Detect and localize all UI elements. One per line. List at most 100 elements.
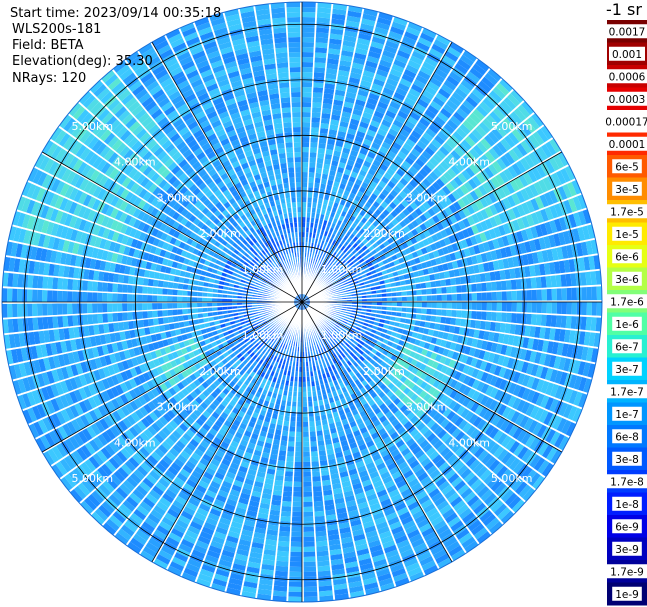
- beta-cell: [280, 510, 292, 517]
- beta-cell: [596, 286, 602, 301]
- beta-cell: [345, 366, 352, 373]
- beta-cell: [389, 466, 400, 476]
- beta-cell: [306, 212, 311, 218]
- beta-cell: [447, 472, 460, 484]
- beta-cell: [435, 524, 450, 535]
- beta-cell: [360, 164, 370, 173]
- beta-cell: [546, 302, 552, 314]
- beta-cell: [453, 500, 466, 512]
- beta-cell: [520, 432, 532, 445]
- beta-cell: [290, 541, 302, 547]
- beta-cell: [503, 471, 516, 485]
- beta-cell: [351, 62, 364, 70]
- beta-cell: [338, 283, 344, 288]
- beta-cell: [371, 142, 381, 151]
- beta-cell: [465, 356, 474, 366]
- beta-cell: [335, 268, 341, 274]
- beta-cell: [388, 128, 399, 137]
- beta-cell: [391, 21, 406, 31]
- beta-cell: [446, 309, 452, 317]
- beta-cell: [508, 496, 522, 510]
- beta-cell: [317, 7, 331, 14]
- beta-cell: [416, 346, 424, 355]
- beta-cell: [476, 531, 491, 544]
- beta-cell: [506, 408, 516, 421]
- beta-cell: [360, 79, 372, 88]
- beta-cell: [409, 258, 416, 266]
- beta-cell: [535, 379, 545, 392]
- beta-cell: [312, 476, 321, 482]
- beta-cell: [417, 70, 431, 81]
- beta-cell: [489, 90, 503, 103]
- beta-cell: [534, 196, 545, 210]
- beta-cell: [282, 491, 293, 497]
- beta-cell: [404, 195, 413, 205]
- beta-cell: [511, 193, 521, 206]
- beta-cell: [316, 430, 324, 437]
- beta-cell: [409, 179, 418, 189]
- beta-cell: [496, 141, 508, 154]
- beta-cell: [353, 413, 362, 421]
- beta-cell: [502, 117, 515, 131]
- beta-cell: [373, 344, 380, 351]
- beta-cell: [471, 224, 479, 235]
- beta-cell: [303, 536, 315, 542]
- beta-cell: [368, 265, 375, 272]
- beta-cell: [561, 288, 567, 301]
- beta-cell: [407, 501, 420, 511]
- beta-cell: [559, 329, 566, 342]
- beta-cell: [419, 380, 428, 390]
- beta-cell: [416, 435, 426, 446]
- beta-cell: [352, 108, 363, 117]
- beta-cell: [430, 436, 440, 447]
- beta-cell: [330, 114, 341, 121]
- beta-cell: [489, 387, 499, 399]
- beta-cell: [427, 358, 435, 368]
- beta-cell: [339, 232, 346, 239]
- beta-cell: [496, 157, 507, 171]
- beta-cell: [402, 173, 412, 183]
- beta-cell: [302, 107, 311, 113]
- beta-cell: [387, 402, 396, 411]
- beta-cell: [453, 222, 462, 232]
- beta-cell: [446, 168, 457, 179]
- beta-cell: [485, 341, 493, 352]
- beta-cell: [508, 382, 517, 395]
- beta-cell: [533, 457, 546, 471]
- beta-cell: [529, 265, 536, 277]
- beta-cell: [398, 392, 407, 401]
- beta-cell: [327, 343, 332, 350]
- beta-cell: [292, 496, 302, 502]
- beta-cell: [393, 422, 403, 431]
- beta-cell: [365, 376, 373, 384]
- beta-cell: [343, 241, 349, 248]
- beta-cell: [550, 449, 562, 464]
- beta-cell: [497, 355, 505, 366]
- beta-cell: [303, 546, 316, 552]
- beta-cell: [514, 324, 521, 336]
- beta-cell: [312, 192, 319, 199]
- beta-cell: [446, 75, 460, 87]
- beta-cell: [351, 374, 358, 382]
- beta-cell: [440, 316, 447, 324]
- beta-cell: [494, 270, 501, 281]
- beta-cell: [439, 160, 450, 171]
- beta-cell: [502, 334, 510, 345]
- beta-cell: [496, 302, 502, 312]
- beta-cell: [395, 316, 401, 323]
- beta-cell: [332, 368, 339, 375]
- beta-cell: [507, 334, 515, 346]
- beta-cell: [331, 186, 339, 193]
- beta-cell: [466, 399, 476, 410]
- beta-cell: [442, 55, 456, 67]
- beta-cell: [317, 147, 326, 154]
- beta-cell: [529, 454, 542, 469]
- beta-cell: [296, 416, 302, 422]
- beta-cell: [414, 361, 423, 369]
- beta-cell: [328, 324, 334, 329]
- beta-cell: [303, 461, 311, 467]
- beta-cell: [419, 168, 429, 178]
- beta-cell: [529, 437, 541, 451]
- beta-cell: [358, 340, 365, 346]
- beta-cell: [549, 328, 556, 341]
